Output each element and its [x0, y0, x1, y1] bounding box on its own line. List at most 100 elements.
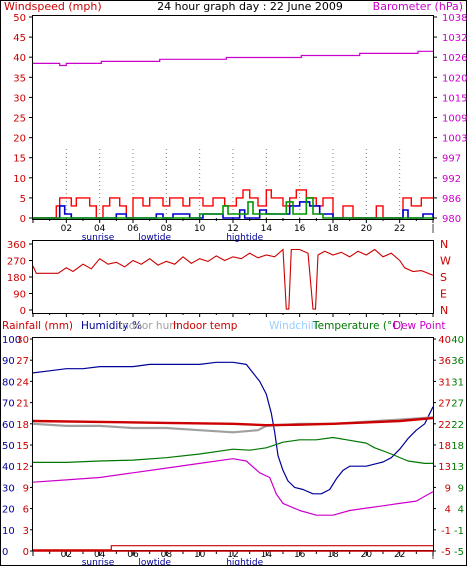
rainfall-tick-label: 9 — [23, 483, 29, 494]
rainfall-tick-label: 0 — [23, 547, 29, 558]
direction-compass-label: W — [440, 255, 451, 268]
baro-right-tick-label: 980 — [442, 214, 461, 225]
wind-x-tick-label: 06 — [127, 224, 139, 234]
wind-series-barometer-line — [33, 50, 433, 67]
temperature-tick-label: 31 — [451, 377, 464, 388]
panel-wind-frame — [32, 15, 434, 220]
wind-panel-series — [33, 50, 434, 219]
rainfall-tick-label: 15 — [16, 441, 29, 452]
humidity-tick-label: 10 — [2, 526, 15, 537]
wind-x-tick-label: 18 — [327, 224, 339, 234]
temp-x-tick-label: 06 — [127, 550, 139, 560]
legend-windchill: Windchill — [269, 320, 317, 332]
windspeed-axis-label: Windspeed (mph) — [4, 0, 102, 13]
direction-series-line — [32, 248, 434, 310]
baro-right-tick-label: 1026 — [442, 53, 467, 64]
direction-compass-label: N — [440, 238, 448, 251]
wind-left-tick-label: 50 — [13, 13, 26, 24]
rainfall-tick-label: 18 — [16, 420, 29, 431]
temp-x-tick-label: 16 — [294, 550, 306, 560]
humidity-tick-label: 60 — [2, 420, 15, 431]
rainfall-tick-label: 30 — [16, 335, 29, 346]
wind-left-tick-label: 5 — [20, 194, 26, 205]
wind-left-tick-label: 25 — [13, 114, 26, 125]
legend-indoor-hum: Indoor hum — [119, 320, 179, 332]
temp-panel-legend: Rainfall (mm) Humidity %Indoor humIndoor … — [2, 320, 446, 332]
legend-rainfall-mm: Rainfall (mm) — [2, 320, 73, 332]
humidity-tick-label: 0 — [2, 547, 8, 558]
temp-x-tick-label: 18 — [327, 550, 339, 560]
rainfall-tick-label: 3 — [23, 526, 29, 537]
baro-right-tick-label: 1003 — [442, 134, 467, 145]
humidity-tick-label: 80 — [2, 377, 15, 388]
wind-x-tick-label: 12 — [227, 224, 238, 234]
wind-left-tick-label: 30 — [13, 93, 26, 104]
wind-panel-axes: 0510152025303540455098098699299710031009… — [13, 13, 467, 243]
indoor-temp-tick-label: 18 — [438, 441, 451, 452]
temp-x-tick-label: 20 — [361, 550, 373, 560]
rainfall-tick-label: 27 — [16, 356, 29, 367]
direction-compass-label: E — [440, 288, 447, 301]
temp-x-tick-label: 08 — [161, 550, 173, 560]
indoor-temp-tick-label: 4 — [445, 505, 451, 516]
indoor-temp-tick-label: 40 — [438, 335, 451, 346]
humidity-tick-label: 40 — [2, 462, 15, 473]
legend-dew-point: Dew Point — [393, 320, 446, 332]
wind-x-tick-label: 20 — [361, 224, 373, 234]
humidity-tick-label: 30 — [2, 483, 15, 494]
baro-right-tick-label: 986 — [442, 194, 461, 205]
panel-direction-frame — [32, 240, 434, 314]
indoor-temp-tick-label: -1 — [441, 526, 451, 537]
wind-x-tick-label: 14 — [261, 224, 273, 234]
direction-panel-series — [32, 248, 434, 310]
indoor-temp-tick-label: 22 — [438, 420, 451, 431]
wind-event-marker-label: sunrise — [82, 233, 115, 243]
wind-x-tick-label: 02 — [61, 224, 72, 234]
direction-compass-label: N — [440, 304, 448, 317]
wind-x-tick-label: 22 — [394, 224, 405, 234]
temperature-tick-label: 4 — [458, 505, 464, 516]
baro-right-tick-label: 997 — [442, 154, 461, 165]
temp-x-end-label: | — [431, 550, 434, 560]
rainfall-tick-label: 12 — [16, 462, 29, 473]
temp-x-tick-label: 12 — [227, 550, 238, 560]
temp-series-dew-point-line — [32, 458, 434, 516]
humidity-tick-label: 100 — [2, 335, 21, 346]
wind-left-tick-label: 15 — [13, 154, 26, 165]
humidity-tick-label: 90 — [2, 356, 15, 367]
rainfall-outline-line — [33, 545, 433, 551]
indoor-temp-tick-label: 27 — [438, 399, 451, 410]
temperature-tick-label: 22 — [451, 420, 464, 431]
panel-temp-frame — [32, 337, 434, 551]
humidity-tick-label: 20 — [2, 505, 15, 516]
wind-x-tick-label: 04 — [94, 224, 106, 234]
indoor-temp-tick-label: 13 — [438, 462, 451, 473]
temp-series-humidity-line — [32, 361, 434, 495]
legend-humidity: Humidity % — [81, 320, 142, 332]
wind-left-tick-label: 45 — [13, 33, 26, 44]
baro-right-tick-label: 1020 — [442, 73, 467, 84]
temp-panel-series — [32, 361, 434, 552]
direction-left-tick-label: 90 — [13, 290, 26, 301]
baro-right-tick-label: 1038 — [442, 13, 467, 24]
wind-x-tick-label: 16 — [294, 224, 306, 234]
wind-series-green-line — [33, 197, 433, 219]
wind-event-marker-label: hightide — [226, 233, 263, 243]
rainfall-tick-label: 24 — [16, 377, 29, 388]
temperature-tick-label: 13 — [451, 462, 464, 473]
temp-x-tick-label: 10 — [194, 550, 206, 560]
baro-right-tick-label: 1015 — [442, 93, 467, 104]
temp-x-tick-label: 14 — [261, 550, 273, 560]
indoor-temp-tick-label: 31 — [438, 377, 451, 388]
rainfall-tick-label: 21 — [16, 399, 29, 410]
temperature-tick-label: 36 — [451, 356, 464, 367]
graph-title: 24 hour graph day : 22 June 2009 — [157, 0, 343, 13]
wind-series-average-line — [33, 201, 434, 219]
wind-left-tick-label: 40 — [13, 53, 26, 64]
direction-left-tick-label: 0 — [20, 306, 26, 317]
wind-x-end-label: | — [431, 224, 434, 234]
temperature-tick-label: -1 — [454, 526, 464, 537]
